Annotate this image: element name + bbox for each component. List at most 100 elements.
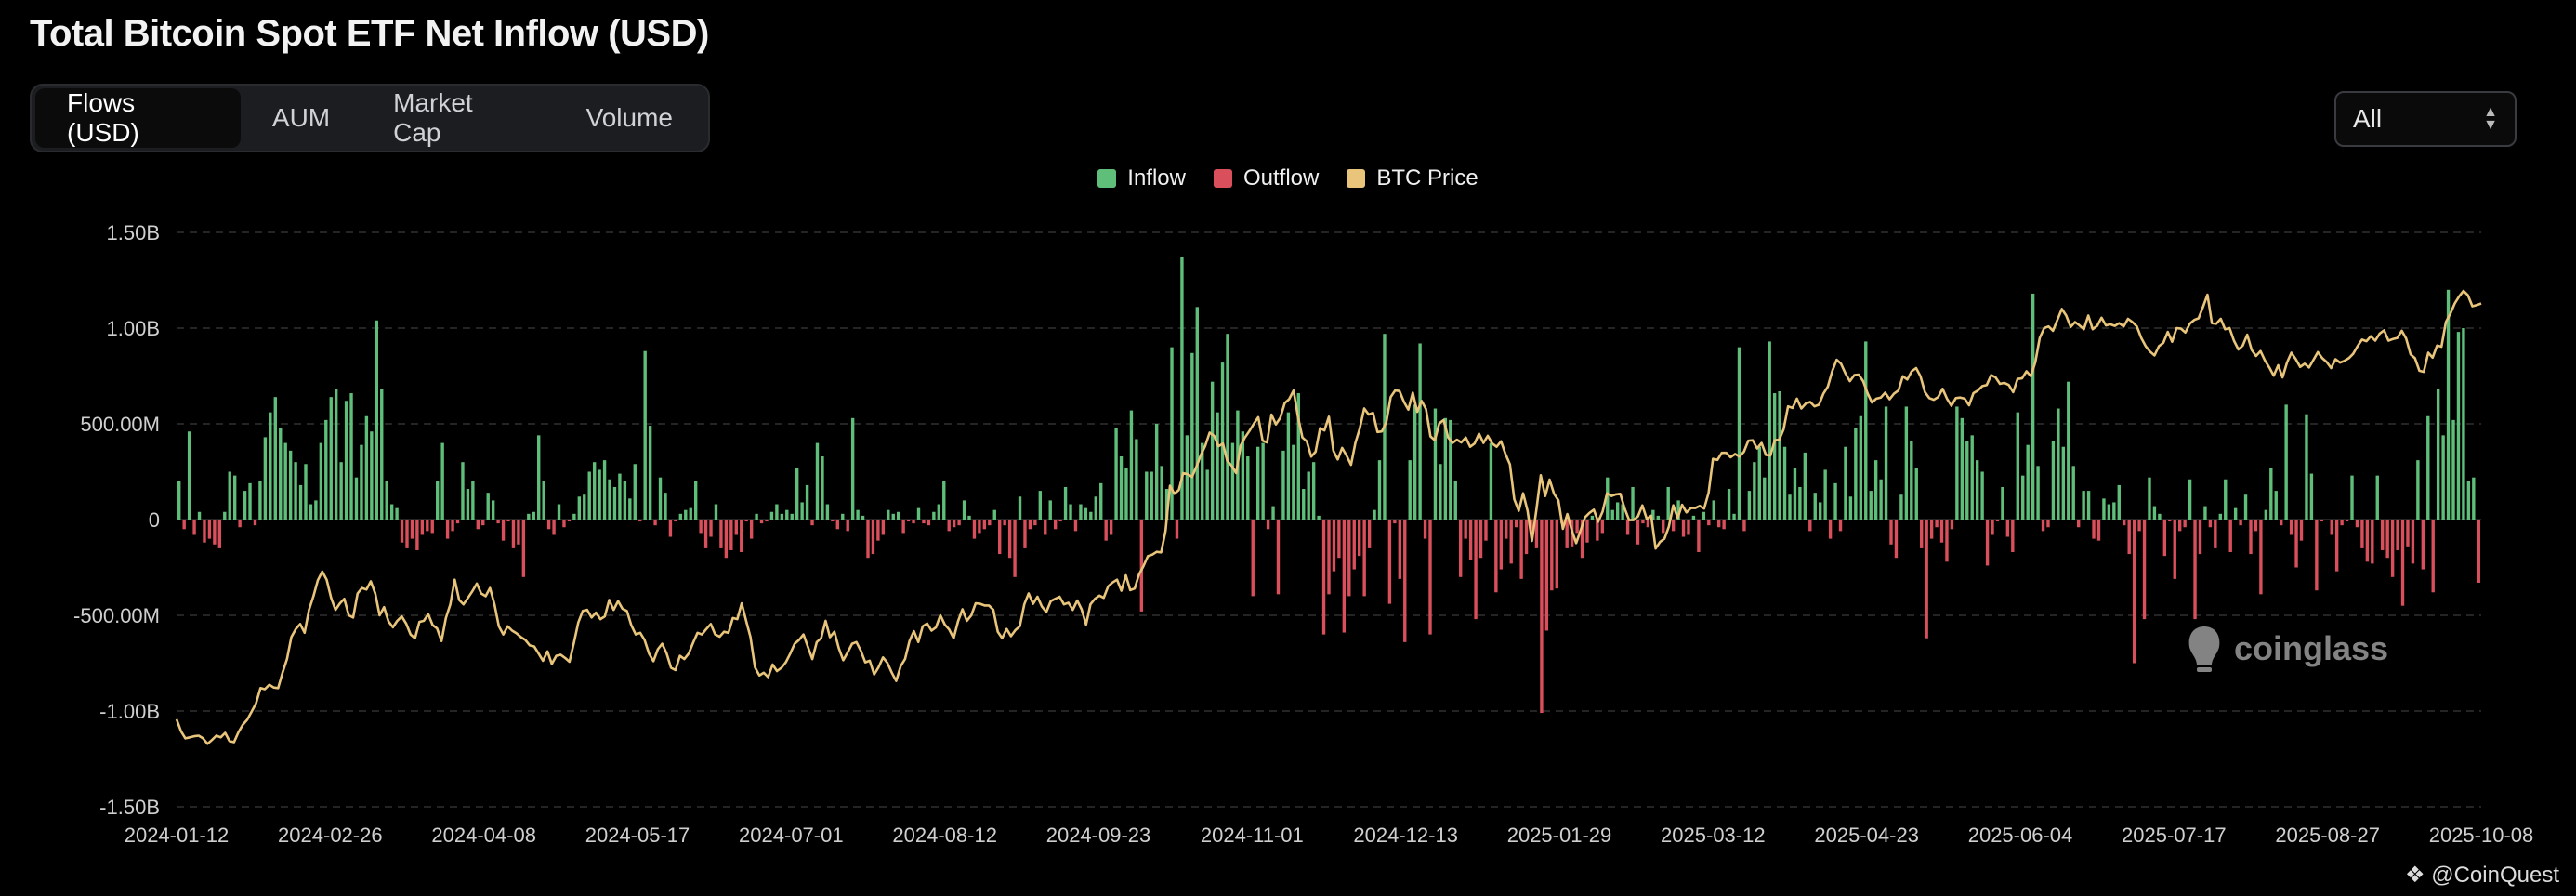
outflow-bar[interactable] <box>1945 520 1949 562</box>
outflow-bar[interactable] <box>2249 520 2253 555</box>
inflow-bar[interactable] <box>2436 389 2440 520</box>
inflow-bar[interactable] <box>1631 486 1635 520</box>
inflow-bar[interactable] <box>2036 466 2040 520</box>
inflow-bar[interactable] <box>1377 460 1382 520</box>
inflow-bar[interactable] <box>1119 456 1124 520</box>
outflow-bar[interactable] <box>749 520 754 539</box>
inflow-bar[interactable] <box>1970 435 1974 520</box>
inflow-bar[interactable] <box>1615 502 1620 520</box>
outflow-bar[interactable] <box>455 520 460 524</box>
inflow-bar[interactable] <box>2224 479 2228 520</box>
outflow-bar[interactable] <box>1722 520 1726 530</box>
inflow-bar[interactable] <box>380 389 384 520</box>
inflow-bar[interactable] <box>2462 328 2465 520</box>
inflow-bar[interactable] <box>329 397 333 520</box>
inflow-bar[interactable] <box>795 468 799 520</box>
inflow-bar[interactable] <box>1195 307 1199 520</box>
outflow-bar[interactable] <box>998 520 1002 555</box>
inflow-bar[interactable] <box>1813 493 1817 520</box>
inflow-bar[interactable] <box>1129 410 1134 520</box>
outflow-bar[interactable] <box>2228 520 2232 553</box>
inflow-bar[interactable] <box>294 462 297 520</box>
outflow-bar[interactable] <box>1337 520 1341 559</box>
inflow-bar[interactable] <box>2112 502 2116 520</box>
inflow-bar[interactable] <box>861 515 865 520</box>
inflow-bar[interactable] <box>258 481 262 520</box>
inflow-bar[interactable] <box>1079 504 1083 520</box>
outflow-bar[interactable] <box>1044 520 1047 535</box>
inflow-bar[interactable] <box>1960 417 1965 520</box>
outflow-bar[interactable] <box>1321 520 1326 635</box>
outflow-bar[interactable] <box>213 520 217 545</box>
outflow-bar[interactable] <box>740 520 743 553</box>
outflow-bar[interactable] <box>562 520 566 528</box>
inflow-bar[interactable] <box>395 507 399 520</box>
outflow-bar[interactable] <box>2096 520 2101 541</box>
inflow-bar[interactable] <box>2441 435 2445 520</box>
inflow-bar[interactable] <box>1201 442 1204 520</box>
outflow-bar[interactable] <box>2334 520 2339 572</box>
inflow-bar[interactable] <box>2086 491 2091 520</box>
inflow-bar[interactable] <box>1180 257 1184 520</box>
outflow-bar[interactable] <box>709 520 713 537</box>
inflow-bar[interactable] <box>1048 500 1052 520</box>
inflow-bar[interactable] <box>1281 450 1285 520</box>
inflow-bar[interactable] <box>263 437 268 520</box>
inflow-bar[interactable] <box>800 502 804 520</box>
outflow-bar[interactable] <box>1468 520 1473 560</box>
outflow-bar[interactable] <box>430 520 434 534</box>
outflow-bar[interactable] <box>922 520 926 524</box>
inflow-bar[interactable] <box>1884 406 1888 520</box>
outflow-bar[interactable] <box>1514 520 1518 528</box>
outflow-bar[interactable] <box>1484 520 1488 541</box>
outflow-bar[interactable] <box>2355 520 2359 528</box>
inflow-bar[interactable] <box>1069 504 1072 520</box>
outflow-bar[interactable] <box>2214 520 2217 548</box>
inflow-bar[interactable] <box>314 500 318 520</box>
outflow-bar[interactable] <box>552 520 556 535</box>
inflow-bar[interactable] <box>2031 293 2035 520</box>
inflow-bar[interactable] <box>466 489 470 520</box>
outflow-bar[interactable] <box>1352 520 1356 570</box>
inflow-bar[interactable] <box>1373 509 1376 520</box>
outflow-bar[interactable] <box>871 520 875 555</box>
inflow-bar[interactable] <box>1788 494 1792 520</box>
outflow-bar[interactable] <box>1509 520 1513 564</box>
inflow-bar[interactable] <box>1094 496 1097 520</box>
outflow-bar[interactable] <box>927 520 931 526</box>
outflow-bar[interactable] <box>1565 520 1569 548</box>
inflow-bar[interactable] <box>319 442 323 520</box>
inflow-bar[interactable] <box>1666 486 1670 520</box>
inflow-bar[interactable] <box>1433 408 1438 520</box>
inflow-bar[interactable] <box>628 498 632 520</box>
outflow-bar[interactable] <box>1358 520 1361 557</box>
inflow-bar[interactable] <box>2016 412 2019 520</box>
inflow-bar[interactable] <box>2061 446 2066 520</box>
outflow-bar[interactable] <box>476 520 480 530</box>
outflow-bar[interactable] <box>2365 520 2370 562</box>
outflow-bar[interactable] <box>511 520 516 548</box>
inflow-bar[interactable] <box>283 442 287 520</box>
inflow-bar[interactable] <box>577 496 582 520</box>
outflow-bar[interactable] <box>1808 520 1812 532</box>
outflow-bar[interactable] <box>481 520 485 526</box>
outflow-bar[interactable] <box>765 520 769 522</box>
inflow-bar[interactable] <box>2082 491 2085 520</box>
tab-aum[interactable]: AUM <box>271 103 331 132</box>
outflow-bar[interactable] <box>699 520 703 534</box>
inflow-bar[interactable] <box>2021 475 2025 520</box>
inflow-bar[interactable] <box>1145 471 1149 520</box>
outflow-bar[interactable] <box>810 520 814 526</box>
outflow-bar[interactable] <box>1494 520 1498 593</box>
inflow-bar[interactable] <box>2274 491 2278 520</box>
inflow-bar[interactable] <box>1038 491 1043 520</box>
inflow-bar[interactable] <box>542 481 545 520</box>
inflow-bar[interactable] <box>288 450 293 520</box>
outflow-bar[interactable] <box>1266 520 1270 530</box>
inflow-bar[interactable] <box>2102 498 2106 520</box>
outflow-bar[interactable] <box>1641 520 1645 524</box>
outflow-bar[interactable] <box>1662 520 1665 534</box>
outflow-bar[interactable] <box>2132 520 2136 664</box>
outflow-bar[interactable] <box>1742 520 1746 532</box>
outflow-bar[interactable] <box>1894 520 1899 559</box>
